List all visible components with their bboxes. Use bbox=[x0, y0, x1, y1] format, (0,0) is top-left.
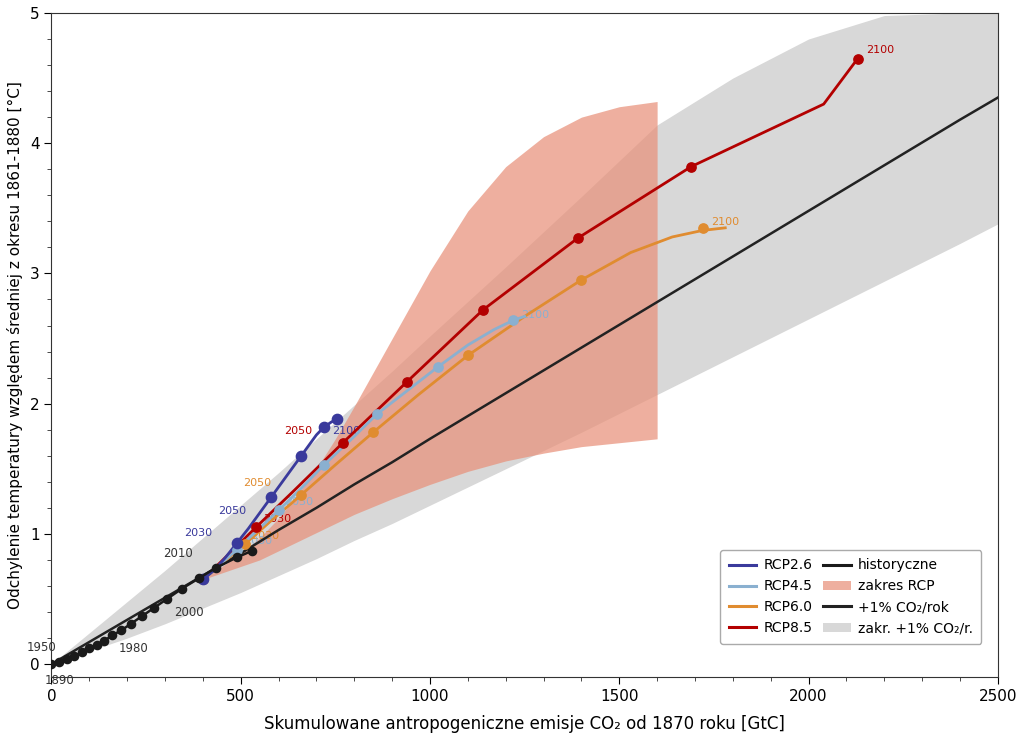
Point bbox=[145, 602, 162, 614]
Point bbox=[123, 618, 139, 630]
Y-axis label: Odchylenie temperatury względem średniej z okresu 1861-1880 [°C]: Odchylenie temperatury względem średniej… bbox=[7, 81, 23, 609]
Point bbox=[244, 545, 260, 556]
Point bbox=[134, 610, 151, 622]
Text: 2100: 2100 bbox=[711, 217, 739, 227]
Text: 2030: 2030 bbox=[184, 528, 212, 538]
Point bbox=[43, 658, 59, 670]
Text: 2010: 2010 bbox=[164, 547, 194, 559]
Point bbox=[228, 544, 245, 556]
Point bbox=[190, 572, 207, 584]
Text: 2030: 2030 bbox=[244, 536, 272, 546]
Point bbox=[195, 574, 211, 585]
Point bbox=[365, 426, 381, 438]
Point bbox=[228, 537, 245, 549]
Text: 1980: 1980 bbox=[119, 642, 148, 655]
Point bbox=[114, 625, 130, 636]
Text: 2100: 2100 bbox=[521, 309, 550, 320]
Point bbox=[74, 647, 90, 659]
Point bbox=[208, 562, 224, 574]
Point bbox=[248, 522, 264, 534]
Point bbox=[694, 222, 711, 234]
Point bbox=[96, 635, 113, 647]
Text: 2050: 2050 bbox=[285, 426, 312, 437]
Point bbox=[460, 349, 476, 361]
Point bbox=[270, 505, 287, 517]
Text: 1950: 1950 bbox=[27, 641, 56, 653]
Text: 2050: 2050 bbox=[286, 497, 313, 507]
Point bbox=[81, 642, 97, 654]
Point bbox=[195, 574, 211, 585]
Text: 2100: 2100 bbox=[333, 426, 360, 436]
Point bbox=[850, 53, 866, 64]
Point bbox=[399, 376, 416, 388]
Point bbox=[293, 489, 309, 501]
Point bbox=[569, 232, 586, 244]
Legend: RCP2.6, RCP4.5, RCP6.0, RCP8.5, historyczne, zakres RCP, +1% CO₂/rok, zakr. +1% : RCP2.6, RCP4.5, RCP6.0, RCP8.5, historyc… bbox=[720, 550, 981, 644]
Text: 2050: 2050 bbox=[243, 479, 271, 488]
Point bbox=[369, 408, 385, 420]
Point bbox=[329, 414, 345, 425]
Point bbox=[237, 539, 253, 551]
Point bbox=[159, 593, 175, 605]
Point bbox=[429, 361, 445, 373]
Point bbox=[66, 650, 82, 662]
Point bbox=[51, 656, 68, 667]
Point bbox=[475, 304, 492, 316]
Point bbox=[174, 582, 190, 594]
Point bbox=[58, 653, 75, 665]
Point bbox=[505, 314, 521, 326]
Point bbox=[335, 437, 351, 448]
Text: 2050: 2050 bbox=[218, 506, 247, 516]
Point bbox=[315, 421, 332, 433]
Point bbox=[195, 574, 211, 585]
Point bbox=[89, 639, 105, 650]
Text: 2000: 2000 bbox=[174, 605, 204, 619]
Point bbox=[315, 459, 332, 471]
Point bbox=[103, 630, 120, 642]
Point bbox=[293, 450, 309, 462]
Point bbox=[228, 551, 245, 563]
Text: 2030: 2030 bbox=[263, 514, 291, 524]
X-axis label: Skumulowane antropogeniczne emisje CO₂ od 1870 roku [GtC]: Skumulowane antropogeniczne emisje CO₂ o… bbox=[264, 715, 785, 733]
Point bbox=[195, 574, 211, 585]
Text: 2030: 2030 bbox=[252, 531, 280, 541]
Point bbox=[263, 491, 280, 503]
Point bbox=[683, 161, 699, 172]
Text: 2100: 2100 bbox=[866, 45, 894, 55]
Text: 1890: 1890 bbox=[44, 673, 75, 687]
Point bbox=[573, 274, 590, 286]
